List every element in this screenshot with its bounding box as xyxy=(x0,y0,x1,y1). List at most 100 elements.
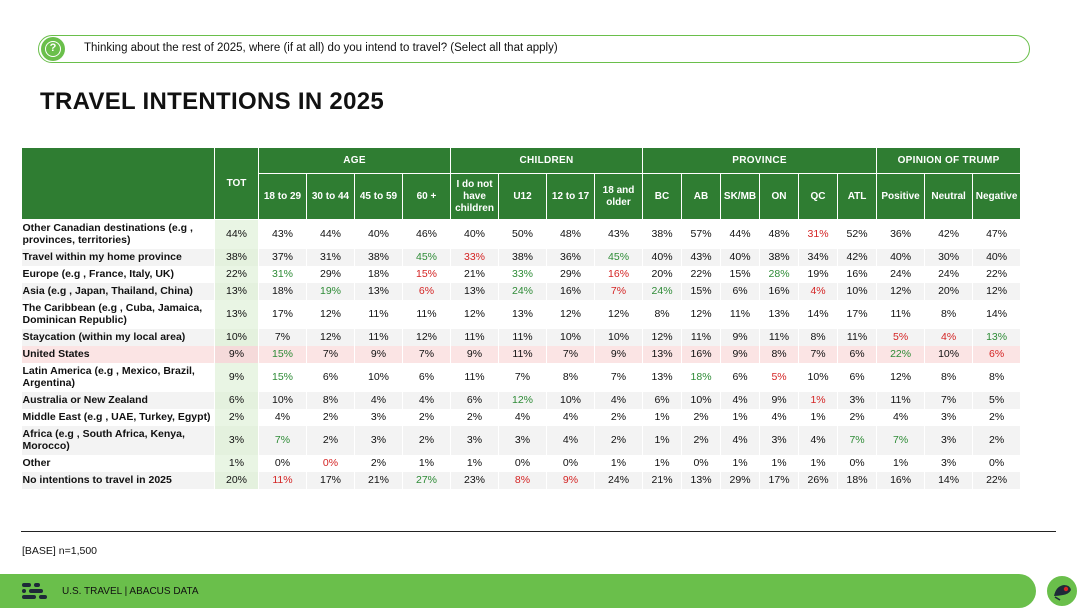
value-cell: 6% xyxy=(450,391,500,409)
value-cell: 7% xyxy=(837,425,878,455)
value-cell: 1% xyxy=(720,454,761,472)
value-cell: 11% xyxy=(876,391,926,409)
column-header: AB xyxy=(681,173,722,220)
value-cell: 26% xyxy=(798,471,839,489)
value-cell: 18% xyxy=(258,282,307,300)
value-cell: 21% xyxy=(450,265,500,283)
value-cell: 8% xyxy=(924,299,974,329)
value-cell: 10% xyxy=(924,345,974,363)
value-cell: 11% xyxy=(258,471,307,489)
table-row: Asia (e.g , Japan, Thailand, China) 13% 18… xyxy=(21,282,1022,300)
value-cell: 10% xyxy=(594,328,644,346)
value-cell: 20% xyxy=(642,265,683,283)
value-cell: 3% xyxy=(354,408,403,426)
value-cell: 7% xyxy=(594,362,644,392)
column-header: BC xyxy=(642,173,683,220)
value-cell: 18% xyxy=(681,362,722,392)
row-label: Travel within my home province xyxy=(21,248,215,266)
value-cell: 52% xyxy=(837,219,878,249)
value-cell: 17% xyxy=(837,299,878,329)
value-cell: 6% xyxy=(837,362,878,392)
column-header: 12 to 17 xyxy=(546,173,596,220)
value-cell: 6% xyxy=(306,362,355,392)
page-title: TRAVEL INTENTIONS IN 2025 xyxy=(40,88,385,115)
value-cell: 22% xyxy=(681,265,722,283)
value-cell: 20% xyxy=(924,282,974,300)
question-text: Thinking about the rest of 2025, where (… xyxy=(84,42,558,54)
value-cell: 12% xyxy=(876,362,926,392)
value-cell: 7% xyxy=(594,282,644,300)
value-cell: 4% xyxy=(798,282,839,300)
row-label: Middle East (e.g , UAE, Turkey, Egypt) xyxy=(21,408,215,426)
value-cell: 2% xyxy=(354,454,403,472)
value-cell: 3% xyxy=(759,425,800,455)
value-cell: 11% xyxy=(759,328,800,346)
value-cell: 22% xyxy=(972,471,1022,489)
value-cell: 0% xyxy=(258,454,307,472)
value-cell: 1% xyxy=(798,391,839,409)
value-cell: 16% xyxy=(546,282,596,300)
value-cell: 15% xyxy=(681,282,722,300)
value-cell: 10% xyxy=(258,391,307,409)
value-cell: 14% xyxy=(798,299,839,329)
value-cell: 4% xyxy=(876,408,926,426)
value-cell: 8% xyxy=(498,471,548,489)
value-cell: 11% xyxy=(402,299,452,329)
value-cell: 13% xyxy=(972,328,1022,346)
value-cell: 22% xyxy=(876,345,926,363)
value-cell: 24% xyxy=(876,265,926,283)
value-cell: 2% xyxy=(972,408,1022,426)
row-label: Other xyxy=(21,454,215,472)
value-cell: 17% xyxy=(258,299,307,329)
value-cell: 19% xyxy=(798,265,839,283)
value-cell: 1% xyxy=(759,454,800,472)
value-cell: 4% xyxy=(354,391,403,409)
value-cell: 4% xyxy=(798,425,839,455)
value-cell: 7% xyxy=(258,425,307,455)
value-cell: 3% xyxy=(924,408,974,426)
row-label: No intentions to travel in 2025 xyxy=(21,471,215,489)
value-cell: 4% xyxy=(720,391,761,409)
column-header: Positive xyxy=(876,173,926,220)
value-cell: 0% xyxy=(498,454,548,472)
row-label: Latin America (e.g , Mexico, Brazil, Arg… xyxy=(21,362,215,392)
value-cell: 17% xyxy=(306,471,355,489)
value-cell: 6% xyxy=(402,362,452,392)
value-cell: 40% xyxy=(876,248,926,266)
value-cell: 11% xyxy=(450,328,500,346)
value-cell: 2% xyxy=(402,408,452,426)
tot-cell: 6% xyxy=(214,391,259,409)
column-header: U12 xyxy=(498,173,548,220)
value-cell: 24% xyxy=(498,282,548,300)
value-cell: 21% xyxy=(642,471,683,489)
value-cell: 9% xyxy=(546,471,596,489)
table-row: Travel within my home province 38% 37% 31% 3… xyxy=(21,248,1022,266)
tot-cell: 44% xyxy=(214,219,259,249)
value-cell: 11% xyxy=(354,299,403,329)
value-cell: 14% xyxy=(972,299,1022,329)
value-cell: 13% xyxy=(498,299,548,329)
tot-cell: 20% xyxy=(214,471,259,489)
divider xyxy=(21,531,1056,532)
tot-cell: 9% xyxy=(214,362,259,392)
value-cell: 1% xyxy=(642,454,683,472)
value-cell: 17% xyxy=(759,471,800,489)
value-cell: 19% xyxy=(306,282,355,300)
value-cell: 16% xyxy=(759,282,800,300)
value-cell: 29% xyxy=(546,265,596,283)
value-cell: 22% xyxy=(972,265,1022,283)
tot-cell: 10% xyxy=(214,328,259,346)
value-cell: 4% xyxy=(924,328,974,346)
value-cell: 7% xyxy=(498,362,548,392)
value-cell: 12% xyxy=(306,299,355,329)
value-cell: 11% xyxy=(720,299,761,329)
value-cell: 3% xyxy=(450,425,500,455)
value-cell: 2% xyxy=(837,408,878,426)
value-cell: 12% xyxy=(546,299,596,329)
value-cell: 11% xyxy=(498,328,548,346)
base-note: [BASE] n=1,500 xyxy=(22,545,98,557)
value-cell: 44% xyxy=(720,219,761,249)
row-label-header xyxy=(21,147,215,220)
value-cell: 10% xyxy=(354,362,403,392)
value-cell: 12% xyxy=(594,299,644,329)
